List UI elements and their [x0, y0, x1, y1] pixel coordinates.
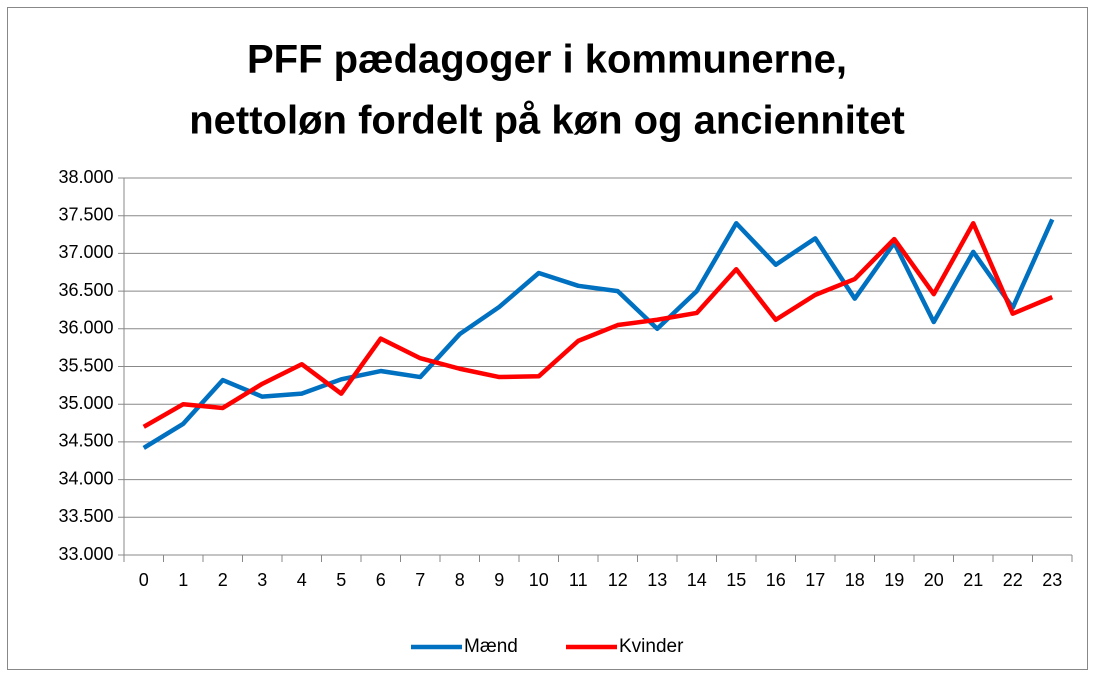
chart-frame	[7, 7, 1088, 670]
x-tick-label: 14	[687, 570, 707, 590]
x-tick-label: 23	[1042, 570, 1062, 590]
legend-label: Kvinder	[619, 636, 684, 657]
y-tick-label: 34.500	[58, 431, 113, 451]
x-tick-label: 15	[726, 570, 746, 590]
x-tick-label: 18	[845, 570, 865, 590]
chart-title: PFF pædagoger i kommunerne,	[247, 38, 847, 82]
x-tick-label: 2	[218, 570, 228, 590]
y-tick-label: 37.000	[58, 242, 113, 262]
y-tick-label: 33.500	[58, 506, 113, 526]
x-tick-label: 9	[494, 570, 504, 590]
x-tick-label: 16	[766, 570, 786, 590]
y-tick-label: 37.500	[58, 204, 113, 224]
x-tick-label: 19	[884, 570, 904, 590]
x-tick-label: 21	[963, 570, 983, 590]
x-tick-label: 7	[415, 570, 425, 590]
x-tick-label: 3	[257, 570, 267, 590]
x-tick-label: 5	[336, 570, 346, 590]
line-series	[142, 218, 1055, 450]
y-tick-label: 35.500	[58, 355, 113, 375]
x-tick-label: 17	[805, 570, 825, 590]
x-tick-label: 8	[455, 570, 465, 590]
legend-label: Mænd	[464, 636, 518, 657]
x-tick-label: 6	[376, 570, 386, 590]
x-tick-label: 0	[139, 570, 149, 590]
y-tick-label: 36.500	[58, 280, 113, 300]
x-tick-label: 11	[569, 570, 588, 590]
chart-title: nettoløn fordelt på køn og anciennitet	[189, 99, 905, 143]
x-tick-label: 4	[297, 570, 307, 590]
line-series	[142, 220, 1054, 429]
y-tick-label: 38.000	[58, 167, 113, 187]
y-tick-label: 36.000	[58, 318, 113, 338]
y-tick-label: 35.000	[58, 393, 113, 413]
x-tick-label: 13	[647, 570, 667, 590]
y-tick-label: 34.000	[58, 468, 113, 488]
x-tick-label: 20	[924, 570, 944, 590]
x-tick-label: 12	[608, 570, 628, 590]
x-tick-label: 10	[529, 570, 549, 590]
y-tick-label: 33.000	[58, 544, 113, 564]
x-tick-label: 1	[178, 570, 188, 590]
x-tick-label: 22	[1003, 570, 1023, 590]
